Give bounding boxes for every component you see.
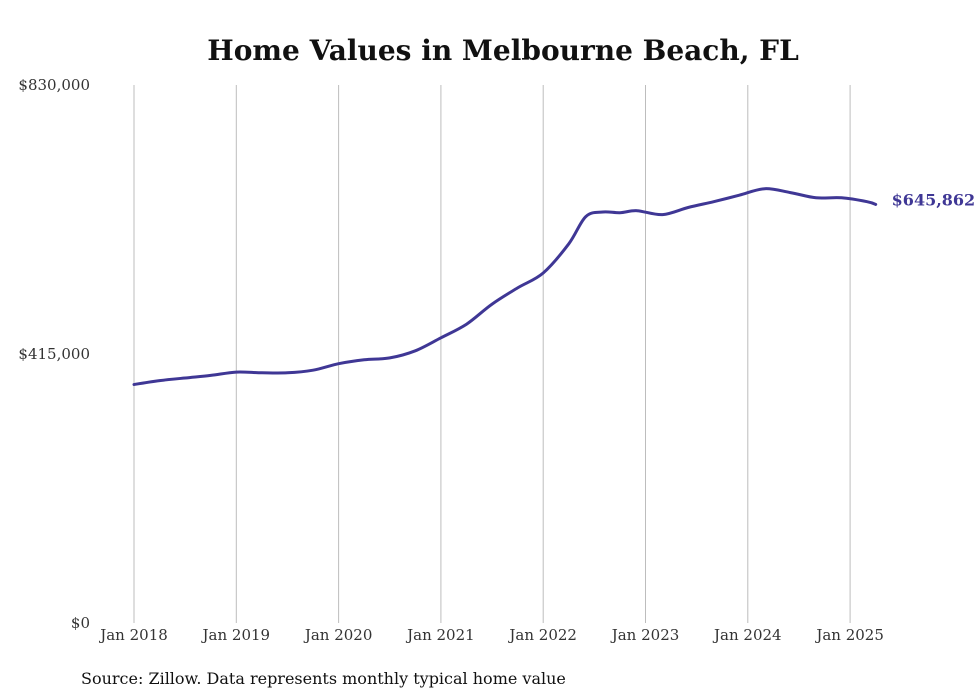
x-tick-label: Jan 2023 <box>610 626 680 644</box>
gridlines <box>133 85 851 623</box>
chart-title: Home Values in Melbourne Beach, FL <box>207 34 799 67</box>
x-tick-label: Jan 2024 <box>712 626 782 644</box>
x-tick-label: Jan 2025 <box>814 626 884 644</box>
series-layer <box>132 187 878 386</box>
x-tick-label: Jan 2021 <box>405 626 475 644</box>
y-tick-label: $0 <box>71 614 90 632</box>
y-tick-label: $415,000 <box>18 345 90 363</box>
x-tick-label: Jan 2022 <box>507 626 577 644</box>
x-axis-ticks: Jan 2018 Jan 2019 Jan 2020 Jan 2021 Jan 2022… <box>98 626 884 644</box>
x-tick-label: Jan 2020 <box>303 626 373 644</box>
x-tick-label: Jan 2019 <box>201 626 271 644</box>
series-line-0 <box>132 187 878 386</box>
y-tick-label: $830,000 <box>18 76 90 94</box>
x-tick-label: Jan 2018 <box>98 626 168 644</box>
last-value-label: $645,862 <box>892 190 976 209</box>
y-axis-ticks: $0 $415,000 $830,000 <box>18 76 90 632</box>
source-note: Source: Zillow. Data represents monthly … <box>81 669 566 688</box>
